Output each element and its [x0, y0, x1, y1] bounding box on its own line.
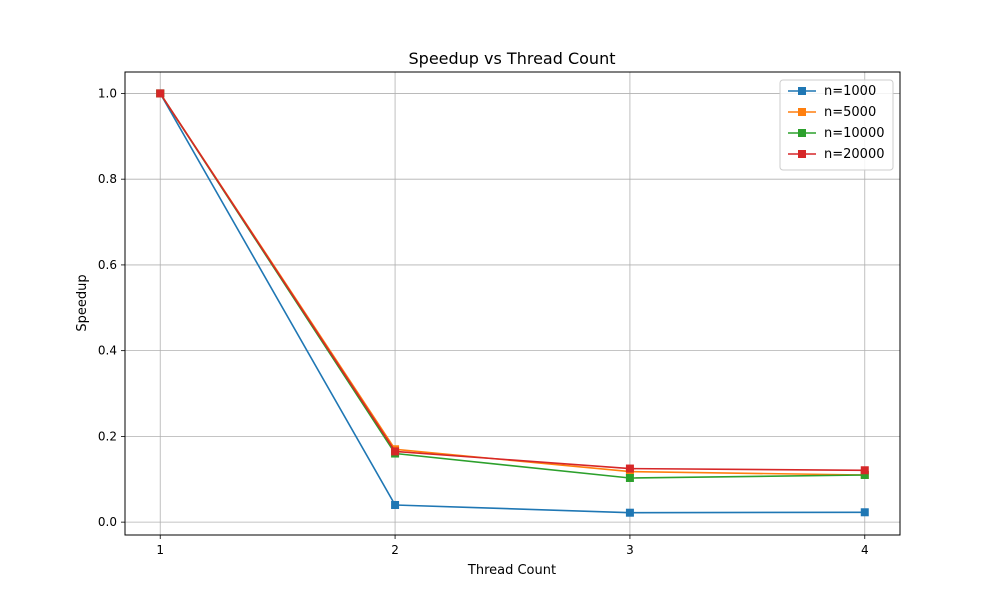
data-point: [625, 464, 634, 473]
x-tick-label: 1: [156, 543, 164, 557]
x-tick-label: 3: [626, 543, 634, 557]
data-point: [156, 89, 165, 98]
legend-label: n=5000: [824, 105, 876, 120]
series-line: [159, 92, 865, 472]
legend-marker: [798, 108, 806, 116]
y-axis-label: Speedup: [75, 274, 90, 331]
data-point: [625, 473, 634, 482]
data-point: [860, 466, 869, 475]
data-point: [391, 447, 400, 456]
legend-marker: [798, 129, 806, 137]
x-tick-label: 2: [391, 543, 399, 557]
y-tick-label: 0.6: [98, 258, 117, 272]
series-group: [156, 89, 869, 517]
x-axis-label: Thread Count: [467, 563, 556, 578]
legend-item: n=1000: [788, 84, 876, 99]
y-tick-label: 0.0: [98, 515, 117, 529]
data-point: [391, 500, 400, 509]
legend-marker: [798, 87, 806, 95]
data-point: [625, 508, 634, 517]
y-tick-label: 0.4: [98, 344, 117, 358]
axes: 1 2 3 4 0.0 0.2 0.4 0.6 0.8 1.0: [98, 86, 869, 557]
legend-item: n=5000: [788, 105, 876, 120]
legend-item: n=10000: [788, 126, 885, 141]
series-n=20000: [156, 89, 869, 475]
series-line: [159, 93, 865, 514]
legend-item: n=20000: [788, 147, 885, 162]
chart-title: Speedup vs Thread Count: [409, 49, 616, 68]
legend-label: n=10000: [824, 126, 885, 141]
data-point: [860, 470, 869, 479]
y-tick-label: 0.2: [98, 429, 117, 443]
legend-label: n=1000: [824, 84, 876, 99]
legend-marker: [798, 150, 806, 158]
plot-frame: [124, 71, 901, 536]
y-tick-label: 1.0: [98, 86, 117, 100]
grid: [125, 72, 900, 535]
y-tick-label: 0.8: [98, 172, 117, 186]
legend-box: [779, 79, 894, 171]
legend: n=1000 n=5000 n=10000 n=20000: [779, 79, 894, 171]
legend-label: n=20000: [824, 147, 885, 162]
data-point: [860, 508, 869, 517]
x-tick-label: 4: [861, 543, 869, 557]
